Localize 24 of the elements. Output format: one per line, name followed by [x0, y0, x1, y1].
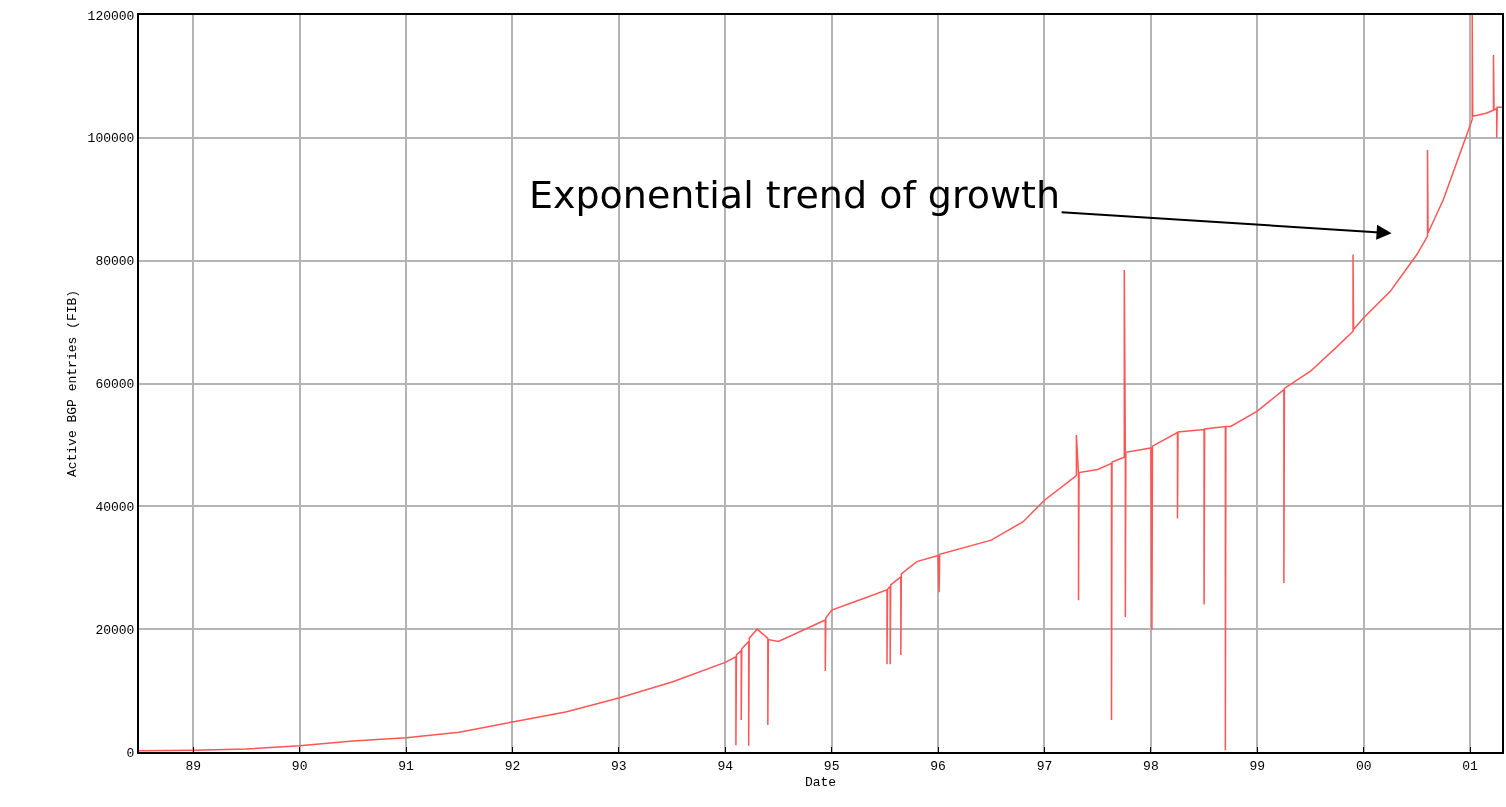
y-tick-label: 20000 — [95, 622, 135, 638]
x-tick-label: 01 — [1462, 758, 1479, 774]
x-tick-label: 92 — [504, 758, 521, 774]
y-tick-label: 40000 — [95, 499, 135, 515]
x-tick-label: 00 — [1355, 758, 1372, 774]
y-tick-label: 0 — [126, 745, 135, 761]
x-tick-label: 94 — [717, 758, 734, 774]
x-tick-label: 89 — [185, 758, 202, 774]
y-tick-label: 60000 — [95, 377, 135, 393]
x-tick-label: 93 — [611, 758, 627, 774]
line-series — [139, 15, 1502, 752]
y-tick-label: 100000 — [87, 131, 135, 147]
y-tick-label: 80000 — [95, 254, 135, 270]
x-tick-label: 90 — [291, 758, 308, 774]
x-tick-label: 91 — [398, 758, 415, 774]
x-tick-label: 95 — [823, 758, 840, 774]
x-tick-label: 96 — [930, 758, 946, 774]
y-axis-title: Active BGP entries (FIB) — [65, 289, 81, 478]
y-tick-label: 120000 — [87, 8, 135, 24]
x-tick-label: 97 — [1036, 758, 1053, 774]
annotation: Exponential trend of growth — [529, 173, 1061, 217]
x-tick-label: 98 — [1143, 758, 1159, 774]
x-tick-label: 99 — [1249, 758, 1266, 774]
x-axis-title: Date — [804, 774, 837, 790]
